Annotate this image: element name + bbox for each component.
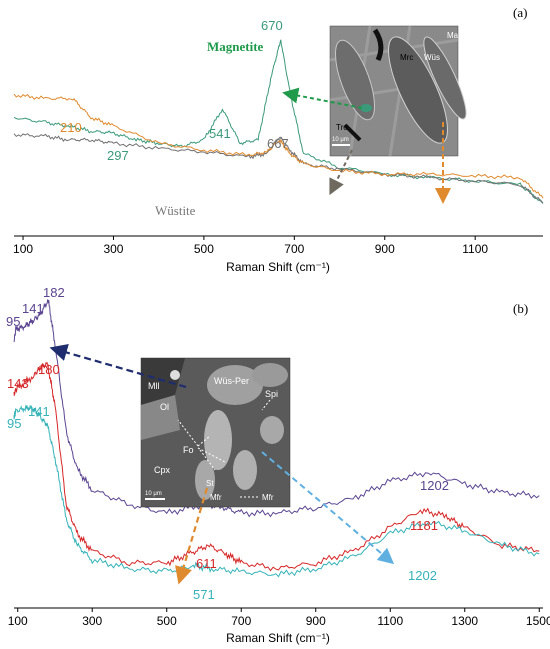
- series-line-b-1: [13, 361, 540, 572]
- arrow-navy: [49, 343, 187, 389]
- tick-label-a-700: 700: [284, 242, 304, 256]
- tick-label-a-100: 100: [13, 242, 33, 256]
- tick-label-a-1100: 1100: [462, 242, 488, 256]
- arrow-light-blue: [261, 451, 395, 565]
- inset-b-mfr-1: Mfr: [210, 493, 222, 502]
- legend-wustite: Wüstite: [155, 203, 196, 218]
- inset-b-spi: Spi: [265, 389, 278, 399]
- panel-a-label: (a): [513, 5, 527, 20]
- arrow-magnetite: [282, 87, 363, 109]
- red-peak-143: 143: [7, 376, 29, 391]
- purple-peak-141: 141: [22, 301, 44, 316]
- tick-label-b-1300: 1300: [451, 614, 478, 628]
- tick-label-b-500: 500: [157, 614, 177, 628]
- tick-label-a-500: 500: [194, 242, 214, 256]
- series-line-b-2: [13, 404, 540, 578]
- cyan-peak-141: 141: [28, 404, 50, 419]
- inset-b-cpx: Cpx: [154, 465, 171, 475]
- cyan-peak-1202: 1202: [408, 568, 437, 583]
- tick-label-a-300: 300: [103, 242, 123, 256]
- peak-label-667: 667: [267, 136, 289, 151]
- inset-b-scale-text: 10 μm: [145, 491, 162, 497]
- purple-peak-182: 182: [43, 285, 65, 300]
- panel-b-xlabel: Raman Shift (cm⁻¹): [226, 631, 330, 645]
- tick-label-b-900: 900: [306, 614, 326, 628]
- series-line-a-0: [13, 39, 544, 204]
- legend-magnetite: Magnetite: [207, 39, 264, 54]
- panel-a-series: [13, 39, 544, 204]
- panel-b-series: [13, 299, 540, 578]
- panel-b-ticks: 100 300 500 700 900 1100 1300 1500: [8, 608, 550, 628]
- inset-b-ol: Ol: [160, 402, 169, 412]
- series-line-b-0: [13, 299, 540, 518]
- red-peak-1181: 1181: [410, 518, 438, 533]
- tick-label-b-1100: 1100: [377, 614, 403, 628]
- purple-peak-1202: 1202: [420, 478, 449, 493]
- panel-a: (a) 100 300 500 700 900 1100 Raman Shift (cm⁻…: [13, 5, 544, 274]
- inset-b-st: St: [206, 479, 214, 488]
- peak-label-541: 541: [209, 126, 231, 141]
- inset-a-scale-text: 10 μm: [332, 137, 349, 143]
- peak-label-210: 210: [60, 120, 82, 135]
- red-peak-611: 611: [196, 556, 217, 571]
- inset-b-fo: Fo: [183, 445, 194, 455]
- panel-b: (b) 100 300 500 700 900 1100 1300 1500 Raman Sh…: [6, 285, 550, 645]
- tick-label-b-1500: 1500: [526, 614, 550, 628]
- panel-b-inset-micrograph: Mll Wüs-Per Spi Ol Fo Cpx St Mfr Mfr 10 …: [140, 357, 291, 508]
- peak-label-670: 670: [261, 18, 283, 33]
- arrow-wustite: [329, 149, 353, 196]
- cyan-peak-95: 95: [7, 416, 21, 431]
- inset-a-mrc: Mrc: [400, 53, 413, 62]
- panel-a-xlabel: Raman Shift (cm⁻¹): [226, 260, 330, 274]
- tick-label-a-900: 900: [375, 242, 395, 256]
- series-line-a-2: [13, 93, 544, 199]
- inset-b-wus-per: Wüs-Per: [214, 376, 249, 386]
- panel-b-label: (b): [513, 301, 528, 316]
- arrow-orange-b: [175, 487, 209, 585]
- inset-a-wus: Wüs: [424, 53, 440, 62]
- tick-label-b-300: 300: [82, 614, 102, 628]
- inset-a-mag: Mag: [447, 31, 463, 40]
- inset-a-tro: Tro: [336, 123, 348, 132]
- red-peak-180: 180: [38, 362, 60, 377]
- purple-peak-95: 95: [6, 314, 20, 329]
- inset-b-mll: Mll: [148, 381, 160, 391]
- cyan-peak-571: 571: [193, 587, 215, 602]
- tick-label-b-700: 700: [231, 614, 251, 628]
- panel-a-inset-micrograph: Mag Mrc Wüs Tro 10 μm: [329, 25, 467, 157]
- panel-a-ticks: 100 300 500 700 900 1100: [13, 236, 488, 256]
- inset-b-mfr-2: Mfr: [262, 493, 274, 502]
- peak-label-297: 297: [107, 148, 129, 163]
- tick-label-b-100: 100: [8, 614, 28, 628]
